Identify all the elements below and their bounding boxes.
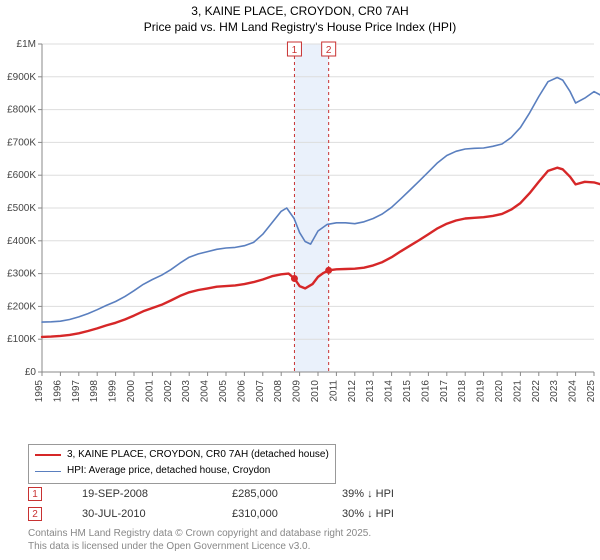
line-chart: £0 £100K £200K £300K £400K £500K £600K £700K £80…	[0, 38, 600, 438]
svg-text:2003: 2003	[181, 380, 192, 403]
svg-text:£100K: £100K	[7, 334, 36, 345]
svg-text:2001: 2001	[144, 380, 155, 403]
footer-line-2: This data is licensed under the Open Gov…	[28, 541, 371, 554]
svg-text:2013: 2013	[365, 380, 376, 403]
marker-price: £285,000	[232, 488, 342, 500]
svg-text:2007: 2007	[255, 380, 266, 403]
chart-container: 3, KAINE PLACE, CROYDON, CR0 7AH Price p…	[0, 0, 600, 560]
svg-text:2000: 2000	[126, 380, 137, 403]
marker-date: 19-SEP-2008	[82, 488, 232, 500]
svg-text:2014: 2014	[384, 380, 395, 403]
title-line-2: Price paid vs. HM Land Registry's House …	[0, 20, 600, 34]
svg-text:£700K: £700K	[7, 137, 36, 148]
svg-text:2019: 2019	[476, 380, 487, 403]
legend-label: 3, KAINE PLACE, CROYDON, CR0 7AH (detach…	[67, 448, 329, 462]
svg-text:£400K: £400K	[7, 236, 36, 247]
legend-item: HPI: Average price, detached house, Croy…	[35, 463, 329, 479]
svg-text:2012: 2012	[347, 380, 358, 403]
svg-text:£900K: £900K	[7, 72, 36, 83]
svg-text:2018: 2018	[457, 380, 468, 403]
svg-text:£0: £0	[25, 367, 37, 378]
svg-text:£600K: £600K	[7, 170, 36, 181]
svg-text:2024: 2024	[568, 380, 579, 403]
svg-text:2008: 2008	[273, 380, 284, 403]
svg-text:£500K: £500K	[7, 203, 36, 214]
title-line-1: 3, KAINE PLACE, CROYDON, CR0 7AH	[0, 4, 600, 18]
svg-text:1997: 1997	[71, 380, 82, 403]
svg-text:2005: 2005	[218, 380, 229, 403]
svg-text:1995: 1995	[34, 380, 45, 403]
svg-text:2006: 2006	[236, 380, 247, 403]
footer-line-1: Contains HM Land Registry data © Crown c…	[28, 528, 371, 541]
marker-badge: 1	[28, 487, 42, 501]
svg-text:1996: 1996	[52, 380, 63, 403]
svg-text:2016: 2016	[420, 380, 431, 403]
markers-table: 1 19-SEP-2008 £285,000 39% ↓ HPI 2 30-JU…	[28, 484, 394, 524]
marker-date: 30-JUL-2010	[82, 508, 232, 520]
svg-text:1: 1	[292, 45, 298, 56]
marker-badge: 2	[28, 507, 42, 521]
legend-swatch	[35, 471, 61, 472]
svg-text:2025: 2025	[586, 380, 597, 403]
svg-text:£1M: £1M	[17, 39, 36, 50]
svg-text:2011: 2011	[328, 380, 339, 402]
svg-text:2023: 2023	[549, 380, 560, 403]
svg-text:2017: 2017	[439, 380, 450, 403]
svg-text:2004: 2004	[200, 380, 211, 403]
svg-text:£200K: £200K	[7, 301, 36, 312]
title-block: 3, KAINE PLACE, CROYDON, CR0 7AH Price p…	[0, 0, 600, 34]
marker-diff: 39% ↓ HPI	[342, 488, 394, 500]
marker-row: 2 30-JUL-2010 £310,000 30% ↓ HPI	[28, 504, 394, 524]
svg-text:£300K: £300K	[7, 269, 36, 280]
svg-text:2022: 2022	[531, 380, 542, 403]
svg-text:1999: 1999	[108, 380, 119, 403]
legend-item: 3, KAINE PLACE, CROYDON, CR0 7AH (detach…	[35, 447, 329, 463]
footer: Contains HM Land Registry data © Crown c…	[28, 528, 371, 553]
marker-row: 1 19-SEP-2008 £285,000 39% ↓ HPI	[28, 484, 394, 504]
legend: 3, KAINE PLACE, CROYDON, CR0 7AH (detach…	[28, 444, 336, 484]
legend-label: HPI: Average price, detached house, Croy…	[67, 464, 270, 478]
svg-text:2010: 2010	[310, 380, 321, 403]
marker-diff: 30% ↓ HPI	[342, 508, 394, 520]
marker-price: £310,000	[232, 508, 342, 520]
svg-text:2021: 2021	[512, 380, 523, 403]
svg-text:2: 2	[326, 45, 332, 56]
svg-text:1998: 1998	[89, 380, 100, 403]
svg-text:2009: 2009	[292, 380, 303, 403]
svg-text:2015: 2015	[402, 380, 413, 403]
svg-text:2020: 2020	[494, 380, 505, 403]
legend-swatch	[35, 454, 61, 456]
svg-text:£800K: £800K	[7, 105, 36, 116]
svg-text:2002: 2002	[163, 380, 174, 403]
